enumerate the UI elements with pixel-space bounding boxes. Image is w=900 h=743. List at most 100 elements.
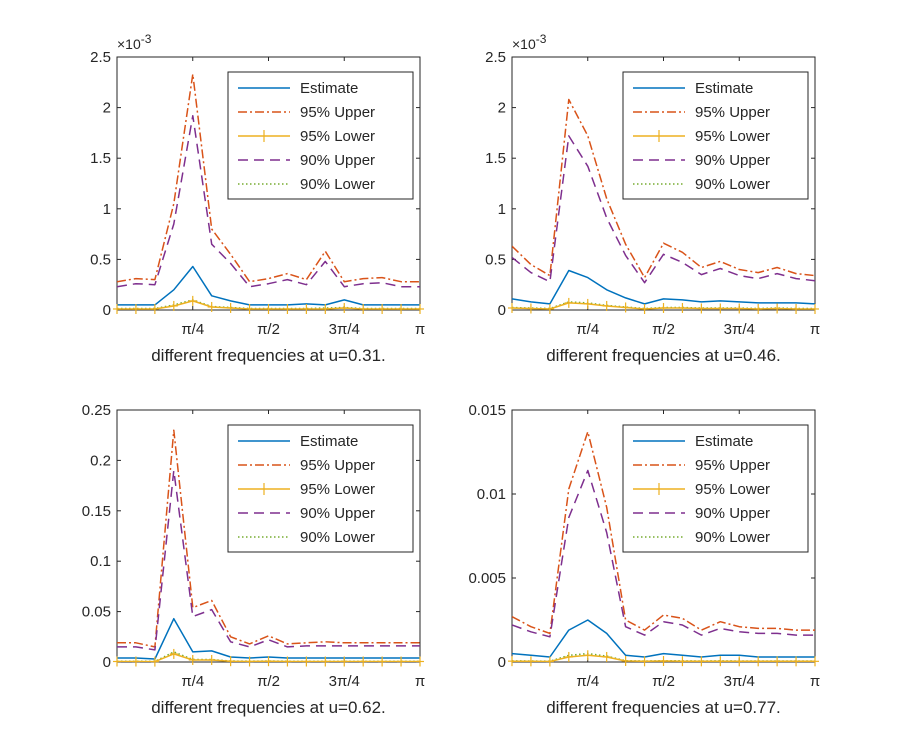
legend: Estimate 95% Upper 95% Lower 90% Upper 90% L… [227,424,414,553]
data-point-95-lower [321,303,330,314]
data-point-95-lower [169,300,178,311]
data-point-95-lower [340,302,349,313]
data-point-95-lower [811,656,820,667]
legend-label: 95% Upper [695,104,770,121]
data-point-95-lower [564,297,573,308]
data-point-95-lower [378,656,387,667]
x-tick-label: 3π/4 [724,321,755,338]
data-point-95-lower [602,651,611,662]
legend: Estimate 95% Upper 95% Lower 90% Upper 90% L… [622,71,809,200]
y-tick-label: 2 [498,100,506,117]
data-point-95-lower [264,656,273,667]
x-tick-label: 3π/4 [724,673,755,690]
chart-panel-1: 0 0.5 1 1.5 2 2.5 π/4 π/2 3π/4 π different frequen… [90,32,425,365]
data-point-95-lower [416,656,425,667]
y-tick-label: 2.5 [90,49,111,66]
data-point-95-lower [678,302,687,313]
data-point-95-lower [583,298,592,309]
series-line-90-upper [117,114,420,288]
data-point-95-lower [150,656,159,667]
legend-label: 95% Upper [695,457,770,474]
y-tick-label: 0 [103,302,111,319]
legend-label: 90% Lower [300,529,375,546]
chart-panel-4: 0 0.005 0.01 0.015 π/4 π/2 3π/4 π different freq… [468,402,820,717]
legend-label: 90% Lower [300,176,375,193]
y-tick-label: 0.05 [82,604,111,621]
data-point-95-lower [602,300,611,311]
legend-label: 90% Upper [695,152,770,169]
x-tick-label: π/4 [181,321,204,338]
chart-panel-2: 0 0.5 1 1.5 2 2.5 π/4 π/2 3π/4 π different frequen… [485,32,820,365]
x-tick-label: 3π/4 [329,673,360,690]
legend-label: 90% Lower [695,176,770,193]
y-tick-label: 0.01 [477,486,506,503]
legend-label: 95% Lower [695,481,770,498]
legend-label: 95% Upper [300,457,375,474]
y-tick-label: 0.5 [485,251,506,268]
data-point-95-lower [359,656,368,667]
series-line-estimate [512,269,815,305]
legend-label: Estimate [300,80,358,97]
data-point-95-lower [397,303,406,314]
data-point-95-lower [416,303,425,314]
legend-label: Estimate [695,433,753,450]
data-point-95-lower [735,656,744,667]
data-point-95-lower [545,303,554,314]
data-point-95-lower [678,656,687,667]
legend-label: 95% Upper [300,104,375,121]
data-point-95-lower [188,295,197,306]
series-line-90-upper [512,469,815,638]
data-point-95-lower [564,651,573,662]
x-tick-label: π/2 [652,321,675,338]
data-point-95-lower [659,302,668,313]
data-point-95-lower [640,656,649,667]
legend-label: 90% Lower [695,529,770,546]
y-tick-label: 1 [498,201,506,218]
data-point-95-lower [640,303,649,314]
legend-label: Estimate [695,80,753,97]
series-line-90-upper [512,135,815,284]
x-tick-label: π/4 [576,321,599,338]
y-exponent-label: ×10-3 [117,32,152,52]
y-tick-label: 1.5 [90,150,111,167]
data-point-95-lower [754,303,763,314]
legend: Estimate 95% Upper 95% Lower 90% Upper 90% L… [622,424,809,553]
data-point-95-lower [792,656,801,667]
legend-label: 95% Lower [300,128,375,145]
chart-panel-3: 0 0.05 0.1 0.15 0.2 0.25 π/4 π/2 3π/4 π different … [82,402,425,717]
legend-label: 95% Lower [300,481,375,498]
series-line-95-upper [512,431,815,635]
x-tick-label: π [810,673,820,690]
data-point-95-lower [302,303,311,314]
data-point-95-lower [131,656,140,667]
x-axis-label: different frequencies at u=0.46. [546,346,781,365]
data-point-95-lower [226,302,235,313]
data-point-95-lower [113,656,121,667]
y-tick-label: 1 [103,201,111,218]
y-tick-label: 0.15 [82,503,111,520]
x-tick-label: π/2 [652,673,675,690]
data-point-95-lower [583,650,592,661]
x-axis-label: different frequencies at u=0.62. [151,698,386,717]
data-point-95-lower [621,302,630,313]
x-tick-label: π [810,321,820,338]
y-tick-label: 0.2 [90,452,111,469]
data-point-95-lower [207,301,216,312]
data-point-95-lower [283,303,292,314]
y-tick-label: 0 [498,654,506,671]
x-tick-label: π/2 [257,673,280,690]
data-point-95-lower [773,303,782,314]
data-point-95-lower [716,656,725,667]
data-point-95-lower [397,656,406,667]
series-line-95-upper [117,429,420,648]
legend-label: 90% Upper [695,505,770,522]
y-tick-label: 0.005 [468,570,506,587]
data-point-95-lower [131,303,140,314]
series-line-estimate [512,619,815,658]
data-point-95-lower [188,654,197,665]
data-point-95-lower [508,656,516,667]
series-line-95-upper [117,73,420,283]
legend-label: 95% Lower [695,128,770,145]
data-point-95-lower [545,656,554,667]
x-tick-label: π/4 [576,673,599,690]
